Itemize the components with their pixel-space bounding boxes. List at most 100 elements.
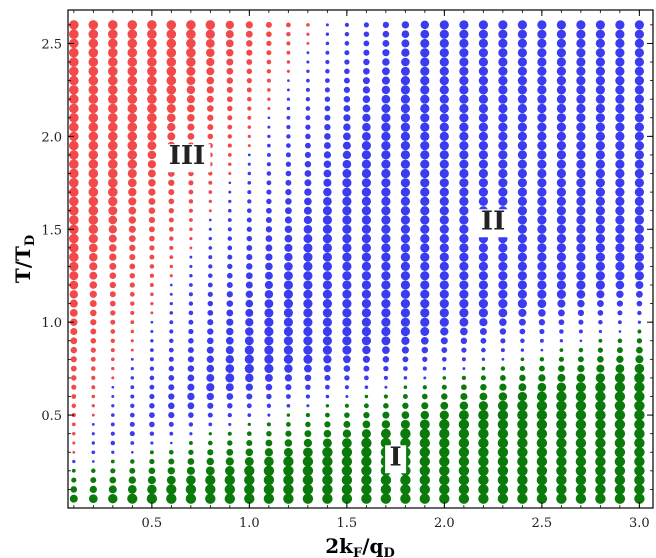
marker-phase-II [345, 395, 349, 398]
marker-phase-II [265, 383, 273, 391]
marker-phase-II [264, 299, 274, 308]
marker-phase-II [323, 142, 331, 150]
marker-phase-I [227, 440, 233, 446]
marker-phase-II [381, 178, 391, 188]
marker-phase-II [247, 162, 251, 166]
marker-phase-II [208, 422, 213, 427]
marker-phase-I [637, 329, 642, 334]
marker-phase-I [206, 457, 215, 466]
marker-phase-I [575, 419, 587, 430]
marker-phase-I [500, 366, 506, 371]
marker-phase-I [381, 428, 391, 439]
marker-phase-II [381, 280, 391, 290]
marker-phase-I [441, 384, 447, 390]
marker-phase-II [227, 263, 233, 270]
marker-phase-II [439, 261, 449, 271]
marker-phase-II [459, 85, 469, 95]
marker-phase-III [166, 85, 177, 95]
marker-phase-III [127, 150, 138, 160]
marker-phase-I [205, 474, 216, 486]
marker-phase-III [247, 144, 251, 148]
marker-phase-II [285, 152, 291, 158]
marker-phase-I [420, 410, 430, 420]
marker-phase-II [517, 178, 528, 188]
marker-phase-II [634, 215, 645, 225]
marker-phase-III [247, 115, 252, 120]
marker-phase-III [228, 162, 232, 166]
marker-phase-I [595, 484, 606, 495]
marker-phase-II [576, 178, 586, 188]
marker-phase-II [342, 252, 352, 262]
marker-phase-I [439, 410, 449, 420]
marker-phase-I [461, 375, 467, 381]
marker-phase-I [344, 412, 350, 418]
marker-phase-II [401, 48, 410, 57]
marker-phase-II [556, 196, 567, 206]
marker-phase-II [420, 196, 430, 206]
marker-phase-III [266, 69, 272, 74]
marker-phase-III [129, 272, 136, 279]
marker-phase-II [459, 215, 469, 225]
marker-phase-II [284, 374, 293, 382]
marker-phase-I [518, 383, 527, 392]
marker-phase-II [247, 153, 251, 157]
marker-phase-III [69, 215, 79, 225]
marker-phase-I [458, 437, 470, 449]
marker-phase-III [69, 75, 79, 86]
marker-phase-I [342, 429, 352, 438]
marker-phase-III [108, 20, 118, 30]
marker-phase-I [188, 449, 194, 455]
marker-phase-III [168, 179, 175, 186]
marker-phase-II [264, 373, 273, 382]
marker-phase-III [227, 134, 233, 139]
marker-phase-II [342, 345, 352, 355]
marker-phase-II [168, 365, 174, 372]
marker-phase-I [634, 447, 645, 458]
marker-phase-II [267, 134, 271, 139]
marker-phase-II [303, 326, 313, 337]
marker-phase-II [459, 113, 469, 123]
marker-phase-II [265, 235, 273, 242]
marker-phase-II [381, 289, 391, 299]
marker-phase-III [108, 159, 118, 169]
marker-phase-II [285, 198, 292, 205]
marker-phase-I [421, 402, 429, 410]
marker-phase-II [577, 309, 585, 317]
marker-phase-III [206, 67, 215, 76]
marker-phase-III [90, 356, 96, 362]
marker-phase-II [634, 271, 645, 281]
marker-phase-I [575, 437, 587, 449]
marker-phase-III [69, 103, 79, 114]
marker-phase-II [168, 356, 174, 362]
marker-phase-I [382, 411, 390, 419]
marker-phase-II [246, 403, 252, 409]
marker-phase-I [186, 466, 195, 475]
marker-phase-II [207, 282, 213, 288]
marker-phase-II [462, 367, 466, 371]
marker-phase-II [615, 196, 625, 206]
marker-phase-II [342, 206, 352, 216]
marker-phase-II [459, 317, 469, 327]
marker-phase-II [439, 317, 449, 327]
marker-phase-II [479, 318, 488, 327]
marker-phase-I [341, 474, 353, 486]
marker-phase-I [146, 493, 158, 504]
marker-phase-I [556, 493, 567, 504]
marker-phase-I [226, 448, 234, 456]
marker-phase-I [169, 450, 174, 455]
marker-phase-II [403, 376, 408, 380]
marker-phase-III [167, 122, 176, 132]
marker-phase-II [517, 243, 528, 253]
marker-phase-II [517, 289, 528, 299]
marker-phase-II [460, 327, 468, 336]
marker-phase-II [149, 384, 155, 390]
marker-phase-III [189, 237, 193, 241]
marker-phase-I [634, 391, 645, 402]
marker-phase-I [108, 485, 117, 494]
marker-phase-II [576, 113, 586, 123]
marker-phase-II [322, 206, 332, 216]
marker-phase-II [400, 308, 410, 318]
marker-phase-III [186, 38, 196, 49]
marker-phase-II [245, 383, 253, 391]
marker-phase-I [556, 484, 567, 495]
